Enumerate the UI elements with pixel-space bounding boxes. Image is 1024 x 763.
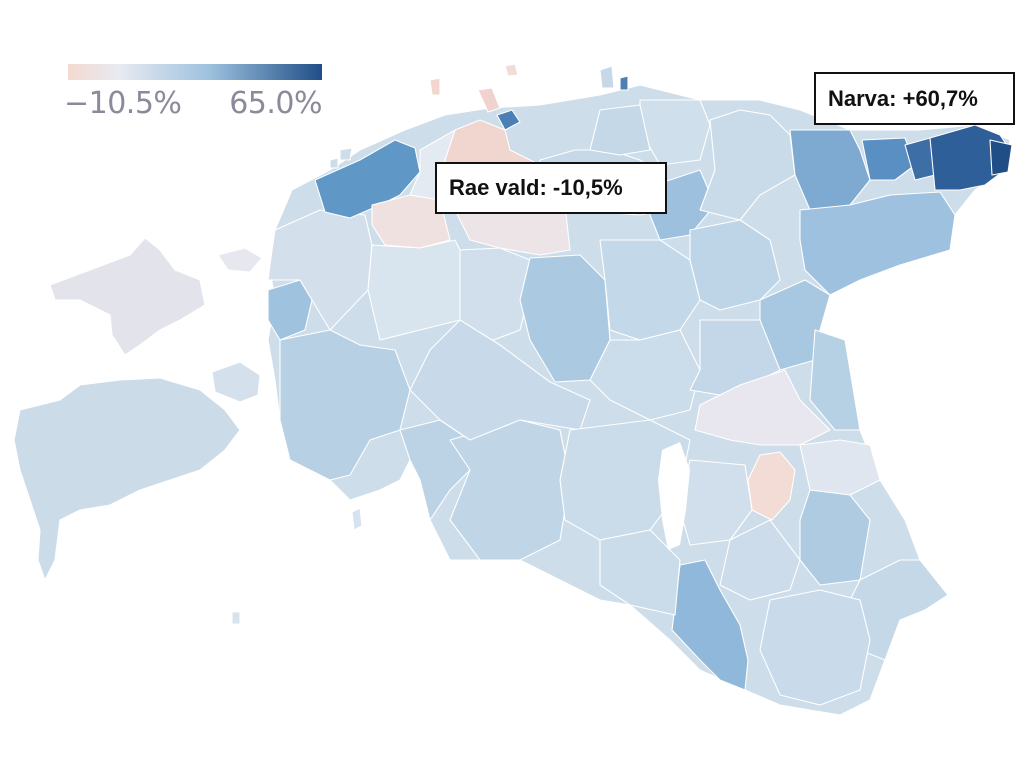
region-paldiski [314, 139, 421, 219]
region-otepaa [719, 519, 801, 601]
region-kastre [799, 489, 871, 586]
region-narva-joesuu [989, 139, 1013, 176]
callout-narva-text: Narva: +60,7% [828, 85, 978, 111]
region-tori [409, 319, 591, 441]
callout-rae-text: Rae vald: -10,5% [449, 175, 623, 200]
callout-narva: Narva: +60,7% [814, 72, 1015, 125]
legend-max-label: 65.0% [229, 86, 322, 121]
region-paide [589, 329, 701, 421]
region-valga [671, 559, 749, 691]
legend-min-label: −10.5% [64, 86, 182, 121]
hiiumaa-island [49, 237, 206, 356]
small-island-ne [619, 75, 629, 91]
region-voru [759, 589, 871, 706]
lake-peipus-edge [840, 290, 900, 330]
region-kadrina [589, 104, 651, 156]
region-lihula [279, 329, 411, 481]
lake-vortsjarv [658, 442, 690, 550]
muhu-island [211, 361, 261, 403]
region-parnu [449, 419, 571, 561]
small-islet-2 [329, 157, 339, 169]
region-vinni [699, 109, 796, 221]
aegna-island [477, 87, 501, 113]
region-mulgi [599, 529, 681, 616]
small-islet-1 [339, 147, 353, 161]
saaremaa-island [13, 377, 241, 581]
region-tartu-north [694, 369, 831, 446]
region-kohtla-jarve [789, 129, 871, 211]
vormsi-island [217, 247, 263, 273]
kihnu-island [351, 507, 363, 531]
region-ida-viru-south [799, 191, 956, 296]
region-johvi [861, 137, 916, 181]
ruhnu-island [231, 611, 241, 625]
naissaar-island [504, 63, 519, 77]
region-mustvee [809, 329, 861, 431]
tallinn-bay-island [496, 109, 521, 131]
legend-gradient [68, 64, 322, 80]
callout-rae-vald: Rae vald: -10,5% [435, 162, 667, 214]
small-island-n [429, 77, 441, 96]
prangli-island [599, 65, 615, 89]
color-legend: −10.5% 65.0% [64, 64, 322, 124]
